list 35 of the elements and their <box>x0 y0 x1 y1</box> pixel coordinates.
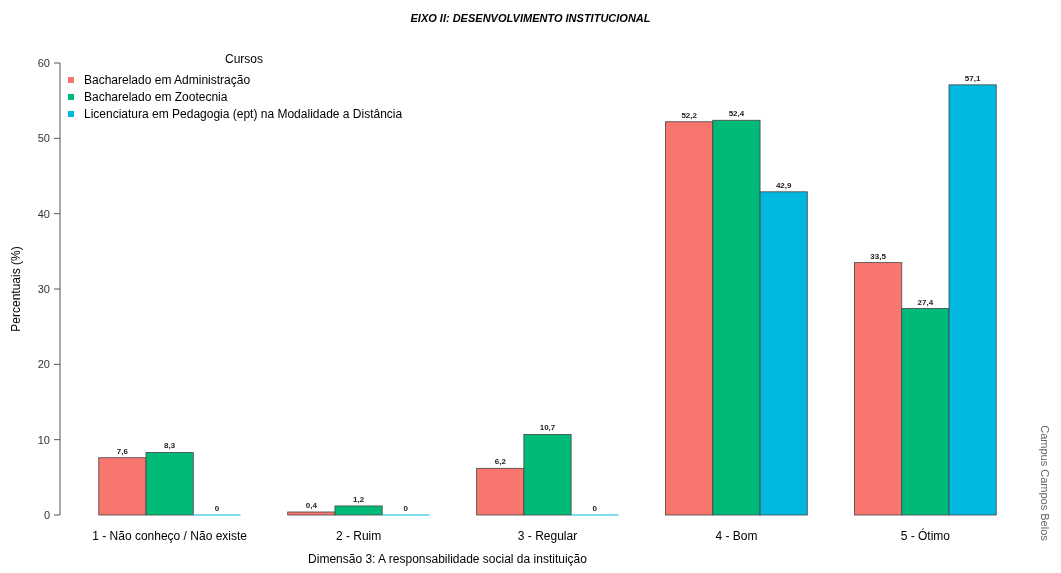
legend-label: Bacharelado em Zootecnia <box>84 90 228 105</box>
data-label: 52,4 <box>728 109 745 119</box>
y-tick-label: 10 <box>37 433 50 446</box>
chart-title: EIXO II: DESENVOLVIMENTO INSTITUCIONAL <box>410 12 651 24</box>
data-label: 52,2 <box>681 110 698 120</box>
y-axis-title: Percentuais (%) <box>9 246 23 332</box>
x-tick-label: 4 - Bom <box>715 529 758 543</box>
data-label: 33,5 <box>870 251 887 261</box>
y-tick-label: 30 <box>37 282 50 295</box>
data-label: 6,2 <box>494 457 507 467</box>
x-axis-title: Dimensão 3: A responsabilidade social da instituição <box>308 552 588 566</box>
data-label: 42,9 <box>775 180 792 190</box>
text: Campus Campos Belos <box>1039 425 1051 542</box>
data-label: 0 <box>592 504 598 513</box>
y-tick-label: 40 <box>37 207 50 220</box>
data-label: 0 <box>214 504 220 513</box>
x-tick-label: 5 - Ótimo <box>900 528 951 543</box>
y-tick-label: 0 <box>43 508 50 521</box>
legend-label: Licenciatura em Pedagogia (ept) na Modalidade a Distância <box>84 107 403 122</box>
x-tick-label: 3 - Regular <box>517 529 578 543</box>
data-label: 0 <box>403 504 409 513</box>
data-label: 8,3 <box>164 441 176 451</box>
y-tick-label: 60 <box>37 56 50 69</box>
x-tick-label: 2 - Ruim <box>335 529 382 543</box>
data-label: 0,4 <box>305 500 318 510</box>
data-label: 27,4 <box>917 297 934 307</box>
data-label: 1,2 <box>353 494 365 504</box>
data-label: 10,7 <box>539 423 556 433</box>
y-tick-label: 20 <box>37 358 50 371</box>
x-tick-label: 1 - Não conheço / Não existe <box>92 529 248 543</box>
data-label: 57,1 <box>964 73 981 83</box>
y-tick-label: 50 <box>37 132 50 145</box>
data-label: 7,6 <box>116 446 129 456</box>
legend-label: Bacharelado em Administração <box>84 73 251 88</box>
legend-title: Cursos <box>224 52 264 66</box>
